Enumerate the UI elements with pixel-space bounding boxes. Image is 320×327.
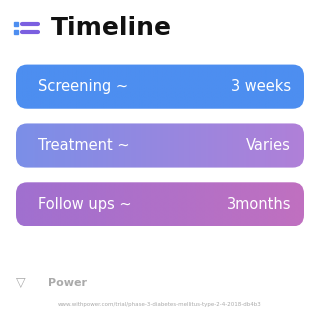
Text: Screening ~: Screening ~ xyxy=(38,79,129,94)
Text: 3months: 3months xyxy=(227,197,291,212)
Text: Power: Power xyxy=(48,278,87,288)
Text: www.withpower.com/trial/phase-3-diabetes-mellitus-type-2-4-2018-db4b3: www.withpower.com/trial/phase-3-diabetes… xyxy=(58,301,262,307)
Text: ▽: ▽ xyxy=(16,276,26,289)
Text: Timeline: Timeline xyxy=(51,16,172,40)
Text: Varies: Varies xyxy=(246,138,291,153)
Text: Follow ups ~: Follow ups ~ xyxy=(38,197,132,212)
Text: 3 weeks: 3 weeks xyxy=(231,79,291,94)
Text: Treatment ~: Treatment ~ xyxy=(38,138,130,153)
